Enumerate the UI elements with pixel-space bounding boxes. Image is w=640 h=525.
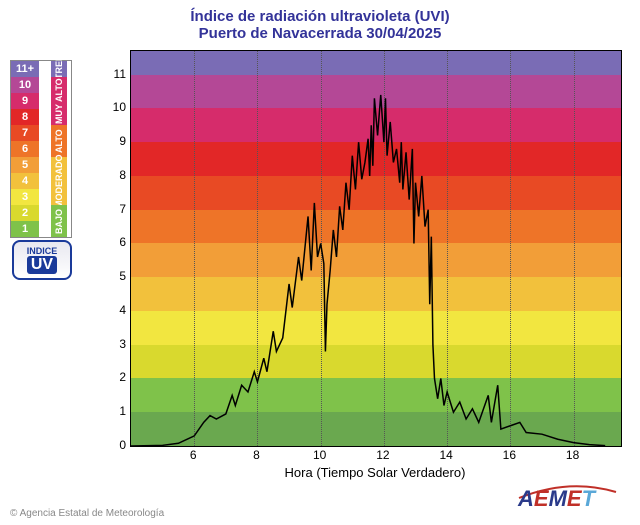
chart-container: Índice de radiación ultravioleta (UVI) P… xyxy=(0,0,640,525)
xtick-16: 16 xyxy=(503,448,516,462)
ytick-5: 5 xyxy=(119,269,126,283)
legend-num: 8 xyxy=(11,109,39,125)
xtick-8: 8 xyxy=(253,448,260,462)
legend-num: 11+ xyxy=(11,61,39,77)
aemet-logo: AEMET xyxy=(514,472,624,517)
ytick-1: 1 xyxy=(119,404,126,418)
legend-num: 9 xyxy=(11,93,39,109)
legend-category-extremo: EXTREMO xyxy=(51,61,67,77)
ytick-9: 9 xyxy=(119,134,126,148)
uv-index-badge: INDICE UV xyxy=(12,240,72,280)
ytick-6: 6 xyxy=(119,235,126,249)
legend-num: 4 xyxy=(11,173,39,189)
legend-category-moderado: MODERADO xyxy=(51,157,67,205)
xtick-6: 6 xyxy=(190,448,197,462)
plot-area xyxy=(130,50,622,447)
uv-scale-legend: 11+10987654321 EXTREMOMUY ALTOALTOMODERAD… xyxy=(10,60,72,238)
legend-num: 2 xyxy=(11,205,39,221)
legend-num: 7 xyxy=(11,125,39,141)
xtick-14: 14 xyxy=(439,448,452,462)
ytick-4: 4 xyxy=(119,303,126,317)
uv-line-series xyxy=(131,51,621,446)
xtick-12: 12 xyxy=(376,448,389,462)
badge-top-text: INDICE xyxy=(27,246,58,256)
svg-text:AEMET: AEMET xyxy=(517,486,597,511)
footer-copyright: © Agencia Estatal de Meteorología xyxy=(10,508,164,519)
ytick-0: 0 xyxy=(119,438,126,452)
legend-num: 3 xyxy=(11,189,39,205)
badge-bottom-text: UV xyxy=(27,256,57,274)
xtick-18: 18 xyxy=(566,448,579,462)
legend-category-muy alto: MUY ALTO xyxy=(51,77,67,125)
y-tick-labels: 01234567891011 xyxy=(108,50,126,445)
legend-num: 6 xyxy=(11,141,39,157)
ytick-3: 3 xyxy=(119,337,126,351)
ytick-7: 7 xyxy=(119,202,126,216)
legend-category-bajo: BAJO xyxy=(51,205,67,237)
ytick-8: 8 xyxy=(119,168,126,182)
ytick-10: 10 xyxy=(113,100,126,114)
legend-category-alto: ALTO xyxy=(51,125,67,157)
ytick-11: 11 xyxy=(114,67,126,81)
legend-num: 1 xyxy=(11,221,39,237)
chart-title: Índice de radiación ultravioleta (UVI) xyxy=(0,0,640,25)
legend-num: 5 xyxy=(11,157,39,173)
xtick-10: 10 xyxy=(313,448,326,462)
ytick-2: 2 xyxy=(119,370,126,384)
legend-num: 10 xyxy=(11,77,39,93)
chart-subtitle: Puerto de Navacerrada 30/04/2025 xyxy=(0,25,640,42)
